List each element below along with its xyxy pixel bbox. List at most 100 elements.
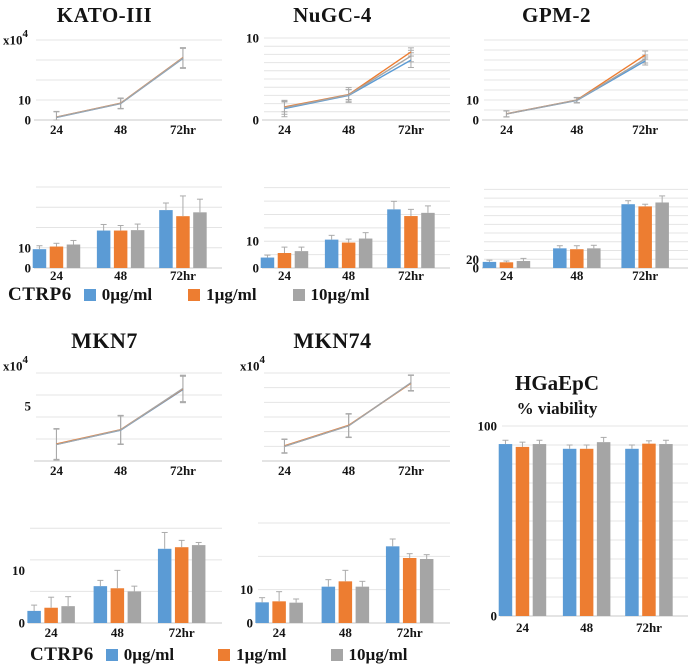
svg-text:100: 100 bbox=[478, 420, 498, 434]
legend-label-0ug: 0µg/ml bbox=[123, 645, 175, 664]
legend-swatch-0ug bbox=[105, 649, 118, 661]
chart-title-kato3: KATO-III bbox=[56, 3, 153, 27]
gpm2-line-plot: 0 10 24 48 72hr bbox=[466, 39, 688, 137]
legend-ctrp6-bottom: CTRP6 0µg/ml 1µg/ml 10µg/ml bbox=[30, 644, 407, 666]
panel-gpm2-line: GPM-2 0 10 24 48 72hr bbox=[444, 0, 689, 150]
svg-text:24: 24 bbox=[516, 620, 530, 635]
svg-text:72hr: 72hr bbox=[170, 268, 196, 283]
svg-text:24: 24 bbox=[500, 268, 514, 283]
svg-text:24: 24 bbox=[278, 463, 292, 478]
chart-title-mkn7: MKN7 bbox=[71, 328, 138, 353]
svg-text:48: 48 bbox=[342, 463, 356, 478]
svg-text:72hr: 72hr bbox=[632, 268, 658, 283]
svg-text:24: 24 bbox=[45, 625, 59, 640]
svg-text:24: 24 bbox=[500, 122, 514, 137]
unit-base: x10 bbox=[3, 32, 23, 48]
svg-text:72hr: 72hr bbox=[170, 122, 196, 137]
unit-base: x10 bbox=[3, 358, 23, 374]
svg-text:48: 48 bbox=[114, 122, 128, 137]
nugc4-line-plot: 0 10 24 48 72hr bbox=[246, 31, 450, 137]
subtitle-mark: - bbox=[578, 392, 583, 407]
svg-text:48: 48 bbox=[580, 620, 594, 635]
kato3-line-plot: 0 10 24 48 72hr bbox=[18, 39, 222, 137]
hgaepc-bar-plot: 0 100 24 48 72hr bbox=[478, 420, 688, 635]
legend-label-10ug: 10µg/ml bbox=[348, 645, 408, 664]
svg-text:0: 0 bbox=[25, 261, 32, 276]
svg-text:0: 0 bbox=[253, 113, 260, 128]
unit-exponent: 4 bbox=[22, 354, 29, 366]
svg-text:72hr: 72hr bbox=[397, 625, 423, 640]
svg-text:48: 48 bbox=[570, 122, 584, 137]
svg-text:72hr: 72hr bbox=[398, 463, 424, 478]
unit-base: x10 bbox=[240, 358, 260, 374]
mkn74-line-plot: 24 48 72hr bbox=[262, 372, 450, 478]
svg-text:24: 24 bbox=[50, 268, 64, 283]
legend-prefix: CTRP6 bbox=[8, 284, 72, 305]
svg-text:48: 48 bbox=[114, 463, 128, 478]
svg-text:0: 0 bbox=[19, 616, 26, 631]
svg-text:0: 0 bbox=[473, 261, 480, 276]
svg-text:24: 24 bbox=[273, 625, 287, 640]
legend-prefix: CTRP6 bbox=[30, 644, 94, 665]
svg-text:20: 20 bbox=[466, 252, 479, 267]
chart-title-gpm2: GPM-2 bbox=[522, 3, 591, 27]
unit-exponent: 4 bbox=[259, 354, 266, 366]
legend-label-10ug: 10µg/ml bbox=[310, 285, 370, 304]
hgaepc-header: HGaEpC % viability - bbox=[462, 368, 692, 420]
svg-text:72hr: 72hr bbox=[170, 463, 196, 478]
svg-text:24: 24 bbox=[50, 463, 64, 478]
chart-subtitle-hgaepc: % viability bbox=[516, 399, 598, 418]
legend-swatch-0ug bbox=[83, 289, 96, 301]
svg-text:72hr: 72hr bbox=[398, 268, 424, 283]
svg-text:0: 0 bbox=[247, 616, 254, 631]
legend-ctrp6-top: CTRP6 0µg/ml 1µg/ml 10µg/ml bbox=[8, 284, 369, 306]
panel-kato3-bar: 0 10 24 48 72hr bbox=[0, 160, 229, 286]
mkn7-line-plot: 5 24 48 72hr bbox=[25, 372, 222, 478]
y-axis-unit-mkn74: x104 bbox=[240, 354, 266, 374]
kato3-bar-plot: 0 10 24 48 72hr bbox=[18, 186, 222, 283]
legend-swatch-10ug bbox=[330, 649, 343, 661]
y-axis-unit-mkn7: x104 bbox=[3, 354, 29, 374]
svg-text:72hr: 72hr bbox=[632, 122, 658, 137]
panel-mkn74-line: MKN74 x104 24 48 72hr bbox=[228, 323, 457, 485]
panel-kato3-line: KATO-III x104 0 10 24 48 72hr bbox=[0, 0, 229, 150]
svg-text:24: 24 bbox=[278, 122, 292, 137]
legend-item-1ug: 1µg/ml bbox=[188, 285, 257, 305]
legend-swatch-1ug bbox=[188, 289, 201, 301]
legend-item-0ug: 0µg/ml bbox=[83, 285, 153, 305]
legend-swatch-10ug bbox=[292, 289, 305, 301]
y-axis-unit-kato3: x104 bbox=[3, 28, 29, 48]
svg-text:10: 10 bbox=[18, 240, 31, 255]
svg-text:72hr: 72hr bbox=[398, 122, 424, 137]
legend-label-1ug: 1µg/ml bbox=[206, 285, 257, 304]
svg-text:10: 10 bbox=[466, 93, 479, 108]
legend-item-0ug: 0µg/ml bbox=[105, 645, 175, 665]
svg-text:72hr: 72hr bbox=[169, 625, 195, 640]
svg-text:48: 48 bbox=[111, 625, 125, 640]
svg-text:10: 10 bbox=[240, 582, 253, 597]
panel-mkn7-line: MKN7 x104 5 24 48 72hr bbox=[0, 323, 229, 485]
svg-text:10: 10 bbox=[12, 563, 25, 578]
legend-item-1ug: 1µg/ml bbox=[218, 645, 287, 665]
legend-label-0ug: 0µg/ml bbox=[101, 285, 153, 304]
mkn74-bar-plot: 0 10 24 48 72hr bbox=[240, 522, 450, 640]
svg-text:48: 48 bbox=[114, 268, 128, 283]
svg-text:0: 0 bbox=[253, 261, 260, 276]
panel-gpm2-bar: 0 20 24 48 72hr bbox=[444, 160, 689, 286]
svg-text:0: 0 bbox=[473, 113, 480, 128]
chart-title-nugc4: NuGC-4 bbox=[293, 3, 372, 27]
panel-mkn7-bar: 0 10 24 48 72hr bbox=[0, 488, 229, 650]
chart-title-mkn74: MKN74 bbox=[293, 328, 372, 353]
svg-text:10: 10 bbox=[246, 234, 259, 249]
panel-nugc4-line: NuGC-4 0 10 24 48 72hr bbox=[228, 0, 457, 150]
unit-exponent: 4 bbox=[22, 28, 29, 40]
gpm2-bar-plot: 020 24 48 72hr bbox=[466, 188, 688, 283]
svg-text:5: 5 bbox=[25, 399, 32, 414]
svg-text:24: 24 bbox=[50, 122, 64, 137]
legend-label-1ug: 1µg/ml bbox=[236, 645, 287, 664]
svg-text:48: 48 bbox=[342, 122, 356, 137]
panel-mkn74-bar: 0 10 24 48 72hr bbox=[228, 488, 457, 650]
svg-text:10: 10 bbox=[18, 93, 31, 108]
chart-title-hgaepc: HGaEpC bbox=[514, 371, 600, 395]
